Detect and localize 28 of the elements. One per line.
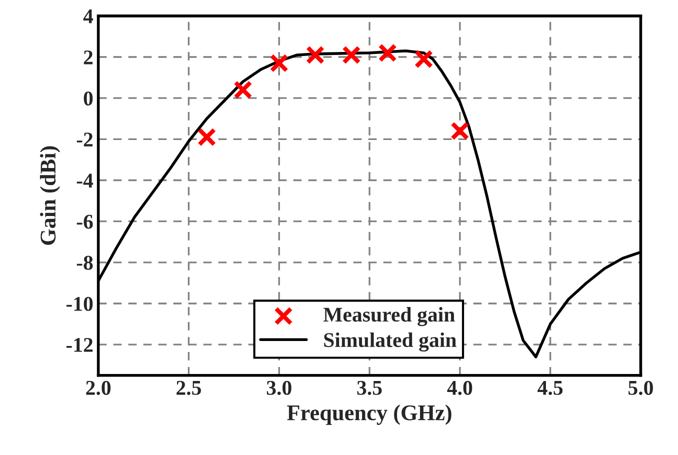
x-tick-label: 3.5	[357, 380, 382, 395]
y-axis-title: Gain (dBi)	[40, 146, 60, 245]
y-tick-label: -2	[76, 132, 93, 146]
point	[378, 44, 397, 62]
y-tick-label: 4	[83, 9, 94, 24]
point	[342, 46, 361, 64]
y-tick-label: -12	[66, 338, 93, 352]
y-tick-label: 0	[84, 91, 93, 106]
point	[450, 122, 470, 140]
point	[270, 54, 288, 73]
legend-label: Simulated gain	[324, 332, 456, 352]
x-tick-label: 2.0	[86, 380, 111, 395]
x-tick-label: 2.5	[176, 380, 201, 395]
x-tick-label: 4.5	[538, 380, 563, 395]
point	[414, 50, 434, 68]
point	[234, 80, 252, 100]
y-tick-label: -10	[66, 296, 93, 311]
x-axis-title: Frequency (GHz)	[287, 404, 452, 425]
x-tick-label: 3.0	[266, 380, 292, 395]
y-tick-label: -4	[76, 174, 94, 188]
legend-label: Measured gain	[323, 307, 455, 326]
point	[306, 46, 325, 64]
x-tick-label: 5.0	[628, 380, 653, 395]
point	[197, 128, 216, 146]
y-tick-label: -8	[76, 256, 93, 270]
y-tick-label: 2	[84, 50, 93, 64]
x-tick-label: 4.0	[447, 380, 472, 395]
y-tick-label: -6	[76, 214, 93, 229]
